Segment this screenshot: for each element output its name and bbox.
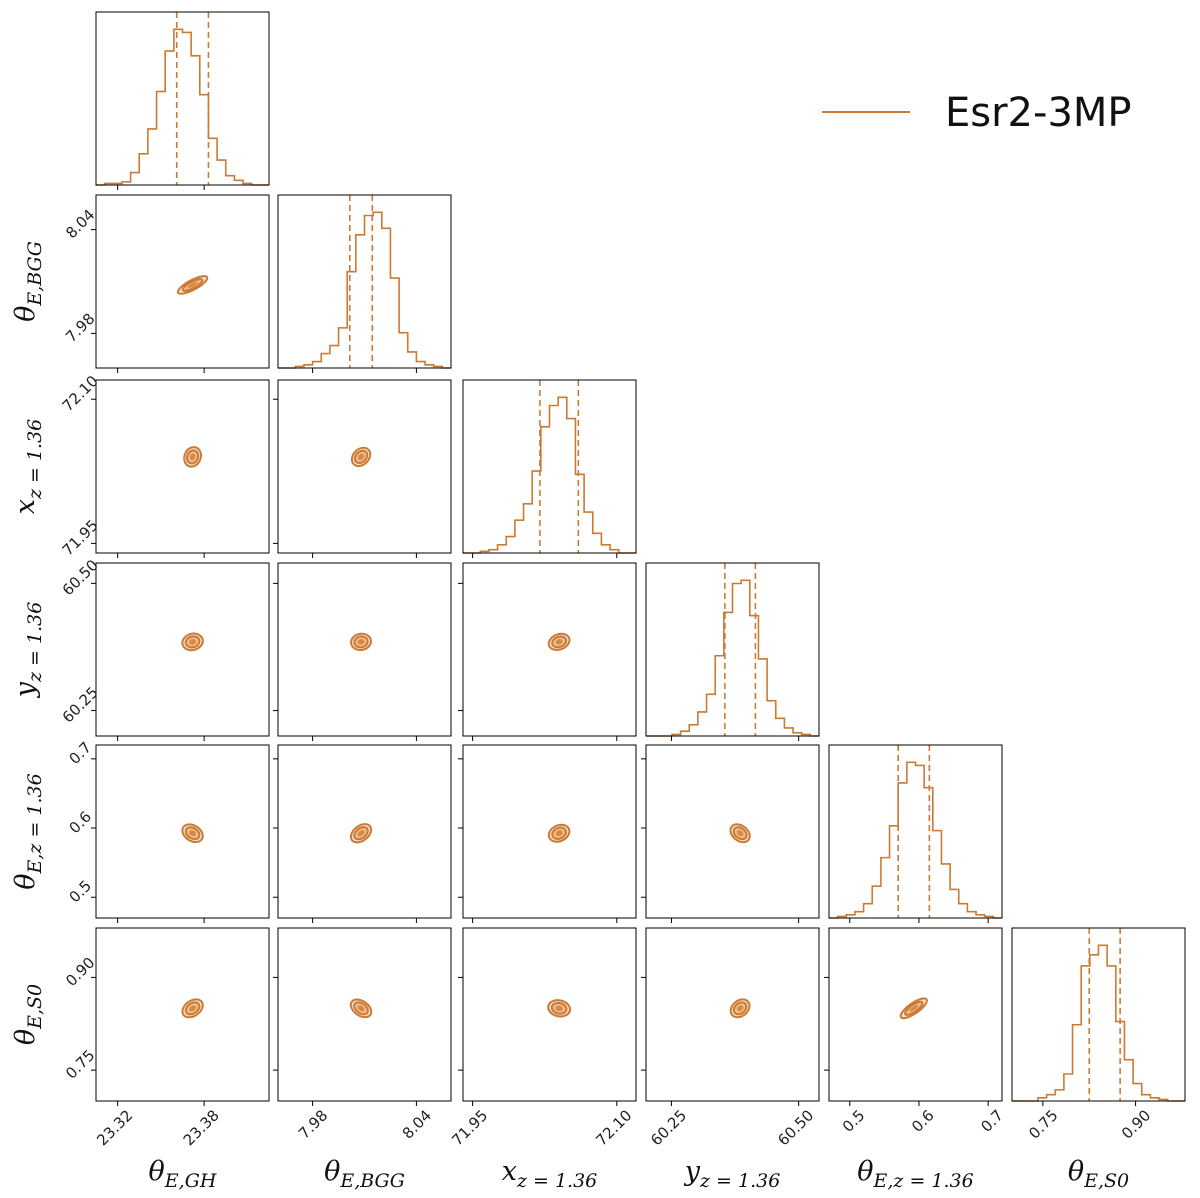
ytick-label-theta_E_z136-0: 0.5: [66, 877, 96, 907]
xtick-label-y_z136-1: 60.50: [774, 1106, 817, 1149]
contour-inner-5-0: [189, 1005, 196, 1012]
contour-inner-5-3: [737, 1005, 744, 1012]
panel-frame-5-2: [462, 927, 637, 1102]
panel-frame-hist-theta_E_z136: [828, 744, 1003, 919]
xtick-label-theta_E_z136-0: 0.5: [839, 1106, 869, 1136]
contour-inner-3-1: [357, 639, 365, 645]
contour-inner-3-2: [555, 639, 563, 645]
xlabel-theta_E_BGG: θE,BGG: [324, 1156, 405, 1192]
contour-inner-4-1: [357, 830, 365, 837]
contour-panel-5-2: [547, 999, 572, 1018]
contour-inner-4-3: [736, 830, 744, 837]
panels-group: [95, 11, 1186, 1102]
xtick-label-theta_E_z136-1: 0.6: [908, 1106, 938, 1136]
ylabel-theta_E_BGG: θE,BGG: [10, 241, 46, 322]
ytick-label-theta_E_BGG-1: 8.04: [62, 206, 98, 242]
contour-panel-4-2: [547, 823, 571, 843]
contour-inner-5-4: [909, 1005, 919, 1012]
contour-panel-3-0: [181, 632, 204, 652]
contour-inner-5-1: [357, 1005, 365, 1012]
histogram-theta_E_z136: [829, 761, 1002, 919]
panel-frame-3-1: [277, 562, 452, 737]
contour-inner-5-2: [555, 1005, 563, 1012]
xtick-label-x_z136-1: 72.10: [592, 1106, 635, 1149]
legend-label: Esr2-3MP: [945, 90, 1132, 136]
histogram-theta_E_BGG: [278, 211, 451, 369]
ytick-label-x_z136-1: 72.10: [59, 372, 102, 415]
contour-panel-2-1: [350, 446, 372, 468]
xtick-label-theta_E_BGG-0: 7.98: [295, 1106, 331, 1142]
ytick-label-y_z136-0: 60.25: [59, 683, 102, 726]
xlabel-y_z136: yz = 1.36: [684, 1156, 781, 1192]
contour-panel-1-0: [176, 275, 209, 295]
xtick-label-theta_E_GH-0: 23.32: [93, 1106, 136, 1149]
contour-inner-3-0: [189, 639, 197, 645]
ytick-label-x_z136-0: 71.95: [59, 516, 102, 559]
panel-frame-1-0: [95, 194, 270, 369]
contour-inner-2-1: [357, 453, 365, 460]
contour-inner-4-0: [189, 830, 196, 837]
panel-frame-hist-x_z136: [462, 379, 637, 554]
panel-frame-5-3: [645, 927, 820, 1102]
panel-frame-2-1: [277, 379, 452, 554]
panel-frame-4-1: [277, 744, 452, 919]
axis-labels-group: θE,GH θE,BGG xz = 1.36 yz = 1.36 θE,z = 1.36…: [10, 241, 1129, 1192]
contour-panel-4-1: [349, 823, 373, 844]
xtick-label-theta_E_BGG-1: 8.04: [399, 1106, 435, 1142]
ylabel-theta_E_S0: θE,S0: [10, 984, 46, 1045]
panel-frame-4-3: [645, 744, 820, 919]
panel-frame-4-2: [462, 744, 637, 919]
histogram-theta_E_S0: [1012, 944, 1185, 1102]
ytick-label-theta_E_BGG-0: 7.98: [62, 310, 98, 346]
contour-panel-5-3: [729, 998, 751, 1019]
histogram-theta_E_GH: [96, 28, 269, 186]
panel-frame-2-0: [95, 379, 270, 554]
xtick-label-theta_E_S0-1: 0.90: [1118, 1106, 1154, 1142]
panel-frame-hist-theta_E_S0: [1011, 927, 1186, 1102]
xlabel-theta_E_z136: θE,z = 1.36: [857, 1156, 974, 1192]
contour-panel-2-0: [183, 446, 203, 468]
ytick-label-y_z136-1: 60.50: [59, 556, 102, 599]
ticks-group: 23.32 23.38 7.98 8.04 71.95 72.10 60.25 60.50 0.…: [59, 185, 1154, 1149]
contour-panel-5-1: [349, 998, 373, 1019]
contour-inner-2-0: [189, 453, 196, 461]
xtick-label-theta_E_S0-0: 0.75: [1025, 1106, 1061, 1142]
panel-frame-hist-y_z136: [645, 562, 820, 737]
ylabel-y_z136: yz = 1.36: [10, 602, 46, 699]
panel-frame-hist-theta_E_BGG: [277, 194, 452, 369]
contour-panel-5-0: [181, 998, 204, 1019]
contour-panel-3-1: [350, 632, 373, 652]
ytick-label-theta_E_z136-2: 0.7: [66, 738, 96, 768]
panel-frame-3-0: [95, 562, 270, 737]
ytick-label-theta_E_S0-0: 0.75: [62, 1046, 98, 1082]
xtick-label-x_z136-0: 71.95: [448, 1106, 491, 1149]
contour-panel-3-2: [547, 632, 571, 651]
xlabel-x_z136: xz = 1.36: [502, 1156, 598, 1192]
ylabel-x_z136: xz = 1.36: [10, 419, 46, 515]
panel-frame-3-2: [462, 562, 637, 737]
xtick-label-theta_E_GH-1: 23.38: [180, 1106, 223, 1149]
ytick-label-theta_E_S0-1: 0.90: [62, 954, 98, 990]
legend: Esr2-3MP: [822, 90, 1132, 136]
histogram-y_z136: [646, 579, 819, 737]
contour-inner-4-2: [555, 830, 563, 837]
panel-frame-5-4: [828, 927, 1003, 1102]
panel-frame-hist-theta_E_GH: [95, 11, 270, 186]
xlabel-theta_E_S0: θE,S0: [1068, 1156, 1129, 1192]
xtick-label-theta_E_z136-2: 0.7: [977, 1106, 1007, 1136]
contour-inner-1-0: [187, 282, 198, 288]
contour-panel-4-0: [181, 823, 204, 844]
contour-panel-4-3: [729, 823, 751, 844]
panel-frame-5-0: [95, 927, 270, 1102]
xtick-label-y_z136-0: 60.25: [647, 1106, 690, 1149]
xlabel-theta_E_GH: θE,GH: [149, 1156, 217, 1192]
contour-panel-5-4: [899, 997, 928, 1020]
ytick-label-theta_E_z136-1: 0.6: [66, 808, 96, 838]
panel-frame-4-0: [95, 744, 270, 919]
panel-frame-5-1: [277, 927, 452, 1102]
histogram-x_z136: [463, 396, 636, 554]
ylabel-theta_E_z136: θE,z = 1.36: [10, 773, 46, 890]
